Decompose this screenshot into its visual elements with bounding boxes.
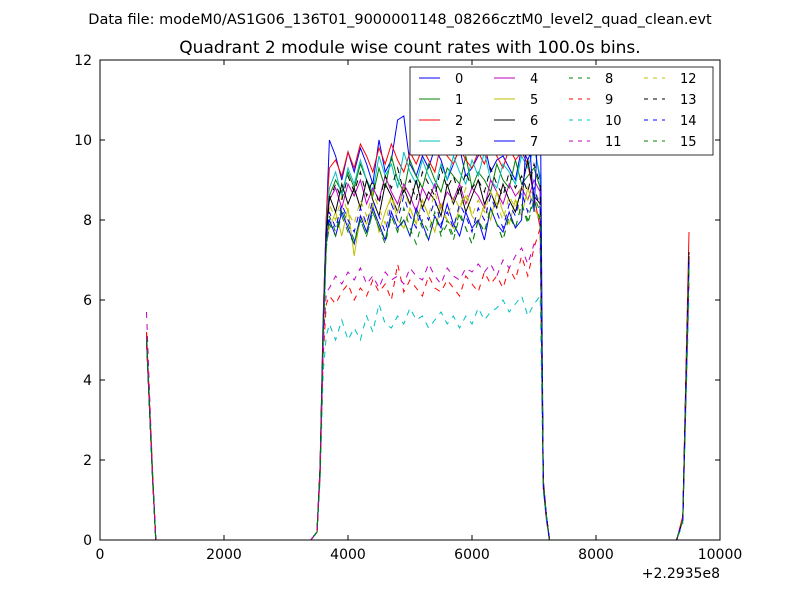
legend-label-8: 8 bbox=[605, 72, 613, 87]
legend-label-0: 0 bbox=[455, 72, 463, 87]
chart-title: Quadrant 2 module wise count rates with … bbox=[179, 38, 640, 58]
legend-label-5: 5 bbox=[530, 93, 538, 108]
x-tick-label: 0 bbox=[96, 547, 105, 563]
x-tick-label: 10000 bbox=[698, 547, 743, 563]
y-tick-label: 10 bbox=[74, 133, 92, 149]
x-tick-label: 4000 bbox=[330, 547, 366, 563]
y-tick-label: 8 bbox=[83, 213, 92, 229]
legend-frame bbox=[409, 66, 714, 156]
legend-label-1: 1 bbox=[455, 93, 463, 108]
series-line-6 bbox=[146, 159, 690, 540]
legend-label-12: 12 bbox=[680, 72, 697, 87]
series-line-15 bbox=[146, 198, 690, 540]
y-tick-label: 0 bbox=[83, 533, 92, 549]
legend-label-3: 3 bbox=[455, 135, 463, 150]
legend-label-6: 6 bbox=[530, 114, 538, 129]
legend-label-9: 9 bbox=[605, 93, 613, 108]
y-tick-label: 2 bbox=[83, 453, 92, 469]
series-line-14 bbox=[146, 186, 690, 540]
series-line-0 bbox=[146, 115, 690, 540]
legend-label-15: 15 bbox=[680, 135, 697, 150]
legend-label-2: 2 bbox=[455, 114, 463, 129]
x-tick-label: 2000 bbox=[206, 547, 242, 563]
y-tick-label: 6 bbox=[83, 293, 92, 309]
series-line-1 bbox=[146, 155, 690, 540]
x-tick-label: 8000 bbox=[578, 547, 614, 563]
legend-label-13: 13 bbox=[680, 93, 697, 108]
legend-label-4: 4 bbox=[530, 72, 538, 87]
series-line-4 bbox=[146, 174, 690, 540]
series-line-2 bbox=[146, 142, 690, 540]
legend-label-10: 10 bbox=[605, 114, 622, 129]
series-line-3 bbox=[146, 146, 690, 540]
legend-label-7: 7 bbox=[530, 135, 538, 150]
legend-label-11: 11 bbox=[605, 135, 622, 150]
x-axis-offset-label: +2.2935e8 bbox=[642, 566, 720, 582]
y-tick-label: 12 bbox=[74, 53, 92, 69]
series-line-10 bbox=[146, 294, 690, 540]
x-tick-label: 6000 bbox=[454, 547, 490, 563]
series-line-12 bbox=[146, 182, 690, 540]
figure-suptitle: Data file: modeM0/AS1G06_136T01_90000011… bbox=[88, 12, 712, 28]
series-layer bbox=[146, 79, 690, 540]
series-line-13 bbox=[146, 162, 690, 540]
legend-label-14: 14 bbox=[680, 114, 697, 129]
y-tick-label: 4 bbox=[83, 373, 92, 389]
series-line-7 bbox=[146, 79, 690, 540]
